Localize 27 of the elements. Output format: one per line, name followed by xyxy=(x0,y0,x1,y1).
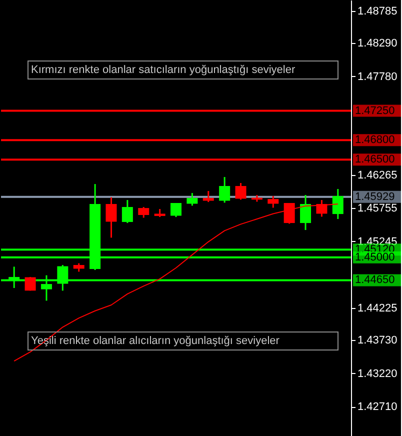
ref-line-label: 1.47250 xyxy=(355,104,395,117)
annotation: Kırmızı renkte olanlar satıcıların yoğunlaştığı seviyeler xyxy=(31,64,296,76)
candlestick xyxy=(186,192,198,206)
y-tick-label: 1.48290 xyxy=(358,38,398,50)
candlestick xyxy=(268,195,279,208)
candlestick xyxy=(138,206,150,218)
candlestick xyxy=(202,190,214,203)
y-tick-label: 1.44225 xyxy=(358,302,398,314)
candlestick xyxy=(106,196,117,238)
candlestick xyxy=(300,194,312,231)
candlestick xyxy=(122,199,133,224)
y-tick-label: 1.45755 xyxy=(358,202,398,215)
candlestick xyxy=(332,188,344,220)
y-tick-label: 1.48785 xyxy=(358,5,398,18)
y-tick-label: 1.46265 xyxy=(358,169,398,182)
ref-line-label: 1.46500 xyxy=(355,154,395,166)
ref-line-label: 1.44650 xyxy=(355,274,395,286)
candlestick xyxy=(219,176,230,204)
y-tick-label: 1.43730 xyxy=(358,334,398,347)
ref-line-label: 1.46800 xyxy=(355,134,395,146)
y-tick-label: 1.42710 xyxy=(358,401,398,414)
candlestick xyxy=(170,202,182,218)
candlestick xyxy=(235,182,246,200)
candlestick xyxy=(24,276,36,292)
y-tick-label: 1.43220 xyxy=(358,368,398,380)
ref-line-label: 1.45929 xyxy=(355,190,395,203)
y-tick-label: 1.47780 xyxy=(358,70,398,83)
